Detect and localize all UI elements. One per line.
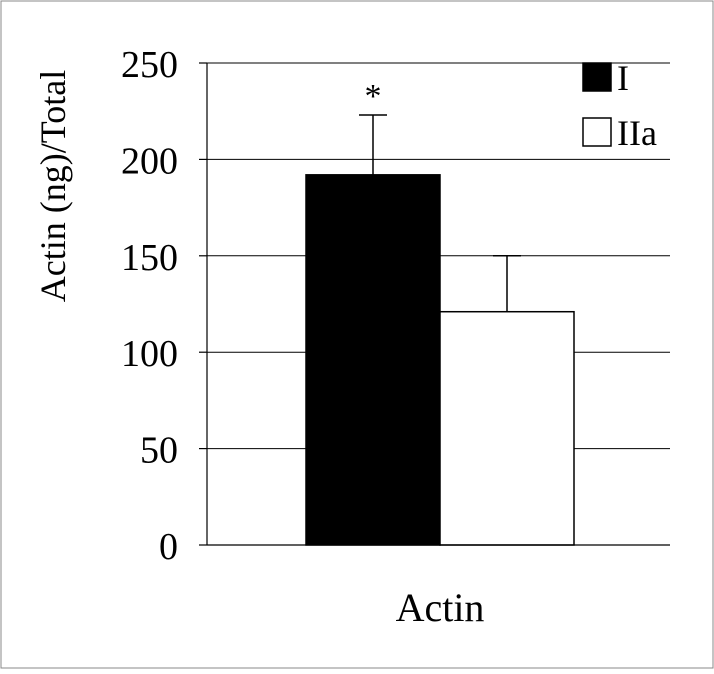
bar-iia: [439, 310, 575, 546]
x-axis-label: Actin: [396, 585, 485, 630]
legend: I IIa: [582, 58, 657, 153]
y-tick-label: 0: [159, 526, 178, 568]
y-tick-label: 200: [121, 140, 178, 182]
legend-swatch-i: [582, 62, 612, 92]
legend-label-i: I: [617, 58, 629, 98]
legend-label-iia: IIa: [617, 113, 657, 153]
y-tick-label: 250: [121, 44, 178, 86]
y-tick-label: 150: [121, 237, 178, 279]
bars: *: [305, 78, 575, 546]
significance-marker: *: [365, 78, 382, 115]
legend-swatch-iia: [582, 117, 612, 147]
y-axis-label: Actin (ng)/Total: [33, 70, 73, 302]
y-tick-label: 100: [121, 333, 178, 375]
axes: 0 50 100 150 200 250: [121, 44, 670, 568]
y-tick-label: 50: [140, 430, 178, 472]
bar-i: [305, 174, 441, 546]
